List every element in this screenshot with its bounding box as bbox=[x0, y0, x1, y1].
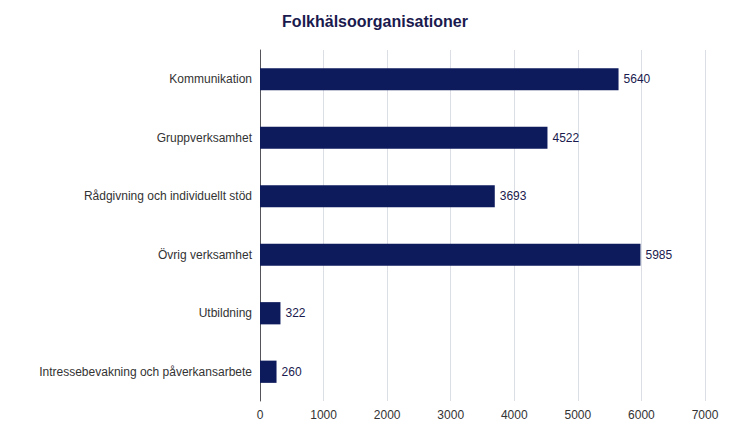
svg-text:Rådgivning och individuellt st: Rådgivning och individuellt stöd bbox=[84, 189, 252, 203]
svg-text:0: 0 bbox=[257, 408, 264, 422]
svg-text:5000: 5000 bbox=[565, 408, 592, 422]
svg-text:Folkhälsoorganisationer: Folkhälsoorganisationer bbox=[282, 13, 468, 30]
svg-text:6000: 6000 bbox=[628, 408, 655, 422]
svg-text:Utbildning: Utbildning bbox=[199, 306, 252, 320]
svg-text:7000: 7000 bbox=[692, 408, 719, 422]
svg-text:4000: 4000 bbox=[501, 408, 528, 422]
svg-text:Kommunikation: Kommunikation bbox=[169, 72, 252, 86]
svg-text:2000: 2000 bbox=[374, 408, 401, 422]
svg-text:3000: 3000 bbox=[437, 408, 464, 422]
svg-text:1000: 1000 bbox=[310, 408, 337, 422]
svg-text:4522: 4522 bbox=[552, 131, 579, 145]
svg-text:5640: 5640 bbox=[624, 72, 651, 86]
svg-text:Gruppverksamhet: Gruppverksamhet bbox=[157, 131, 253, 145]
svg-text:260: 260 bbox=[282, 365, 302, 379]
svg-text:5985: 5985 bbox=[645, 248, 672, 262]
svg-text:322: 322 bbox=[285, 306, 305, 320]
svg-text:Övrig verksamhet: Övrig verksamhet bbox=[158, 248, 253, 262]
svg-text:3693: 3693 bbox=[500, 189, 527, 203]
svg-text:Intressebevakning och påverkan: Intressebevakning och påverkansarbete bbox=[39, 365, 252, 379]
